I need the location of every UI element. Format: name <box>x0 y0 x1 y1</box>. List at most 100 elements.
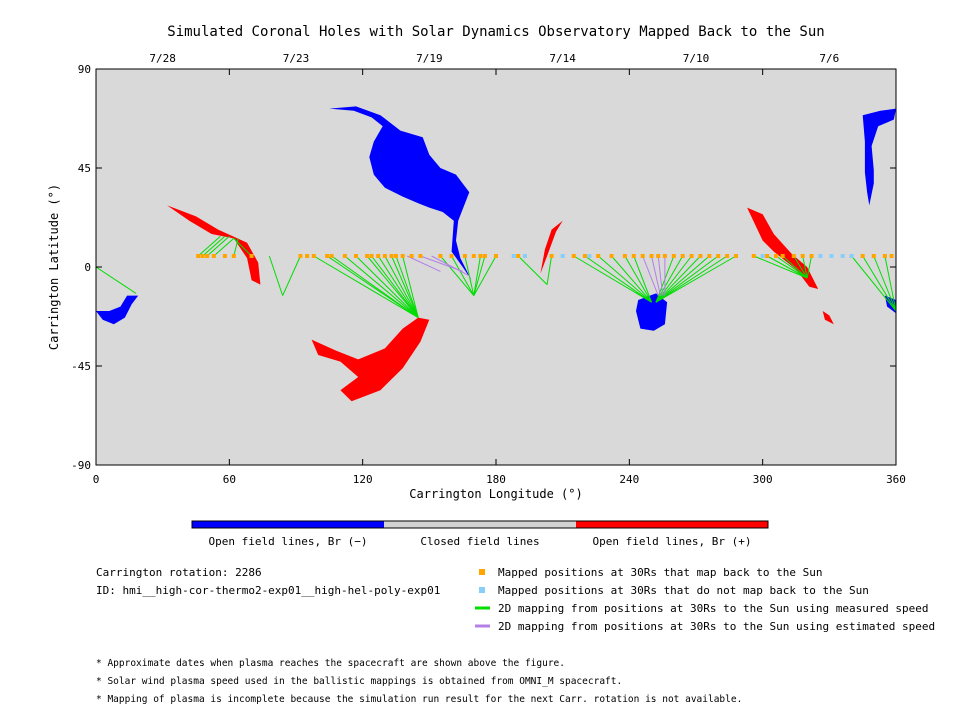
mapped-point <box>376 254 381 258</box>
mapped-point <box>205 254 210 258</box>
coronal-hole-positive-9 <box>822 311 834 325</box>
date-tick-label: 7/23 <box>283 52 310 65</box>
measured-mapping-line <box>202 235 226 257</box>
mapped-point <box>774 254 778 258</box>
measured-mapping-line <box>584 255 652 303</box>
mapped-point <box>860 254 865 258</box>
measured-mapping-line <box>546 255 553 285</box>
coronal-hole-positive-5 <box>167 205 261 285</box>
measured-mapping-line <box>391 255 419 318</box>
colorbar-segment <box>576 521 768 528</box>
x-axis-ticks: 0 60 120 180 240 300 360 <box>93 69 906 486</box>
mapped-point <box>418 254 423 258</box>
estimated-mapping-lines <box>406 255 666 296</box>
footnote: * Solar wind plasma speed used in the ba… <box>96 676 622 687</box>
colorbar: Open field lines, Br (−) Closed field lin… <box>191 520 769 548</box>
coronal-hole-positive-7 <box>540 220 563 274</box>
mapped-point <box>305 254 310 258</box>
mapped-point <box>249 254 254 258</box>
measured-mapping-line <box>624 255 652 303</box>
unmapped-point <box>818 254 823 258</box>
x-tick-label: 0 <box>93 473 100 486</box>
measured-mapping-line <box>851 255 897 312</box>
measured-mapping-line <box>473 255 486 296</box>
mapped-point <box>200 254 205 258</box>
estimated-mapping-line <box>406 255 441 272</box>
legend-label: Mapped positions at 30Rs that map back t… <box>498 566 823 579</box>
measured-mapping-line <box>213 238 235 257</box>
mapped-point <box>400 254 405 258</box>
mapped-point <box>342 254 347 258</box>
y-tick-label: 90 <box>78 63 91 76</box>
mapped-point <box>622 254 627 258</box>
measured-mapping-line <box>206 235 230 257</box>
x-axis-label: Carrington Longitude (°) <box>409 487 582 501</box>
measured-mapping-line <box>395 255 419 318</box>
measured-mapping-line <box>473 255 481 296</box>
footnote: * Mapping of plasma is incomplete becaus… <box>96 694 742 705</box>
footnote: * Approximate dates when plasma reaches … <box>96 658 565 669</box>
measured-mapping-line <box>197 235 221 257</box>
measured-mapping-line <box>782 255 808 279</box>
mapped-point <box>656 254 661 258</box>
coronal-hole-negative-2 <box>636 293 668 331</box>
mapped-point <box>311 254 316 258</box>
mapped-point <box>882 254 887 258</box>
mapped-point <box>671 254 676 258</box>
y-tick-label: -90 <box>71 459 91 472</box>
x-tick-label: 360 <box>886 473 906 486</box>
mapped-point <box>596 254 601 258</box>
mapped-point <box>871 254 876 258</box>
carrington-rotation: Carrington rotation: 2286 <box>96 566 262 579</box>
mapped-point <box>698 254 703 258</box>
mapped-point <box>478 254 483 258</box>
mapped-point <box>680 254 685 258</box>
mapped-point <box>471 254 476 258</box>
measured-mapping-line <box>873 255 897 312</box>
x-tick-label: 300 <box>753 473 773 486</box>
colorbar-segment <box>384 521 576 528</box>
mapped-point <box>369 254 374 258</box>
mapped-point <box>725 254 730 258</box>
colorbar-segment <box>192 521 384 528</box>
top-date-axis: 7/28 7/23 7/19 7/14 7/10 7/6 <box>149 52 839 65</box>
measured-mapping-line <box>597 255 652 303</box>
coronal-hole-negative-0 <box>96 295 139 325</box>
measured-mapping-line <box>884 255 897 312</box>
measured-mapping-line <box>233 238 239 257</box>
mapped-point <box>494 254 498 258</box>
measured-mapping-line <box>402 255 419 318</box>
chart-title: Simulated Coronal Holes with Solar Dynam… <box>167 24 824 40</box>
date-tick-label: 7/19 <box>416 52 443 65</box>
y-tick-label: 0 <box>84 261 91 274</box>
mapped-point <box>222 254 227 258</box>
measured-mapping-line <box>384 255 419 318</box>
coronal-hole-negative-1 <box>329 106 479 294</box>
unmapped-point <box>587 254 592 258</box>
measured-mapping-line <box>862 255 897 312</box>
x-tick-label: 240 <box>619 473 639 486</box>
colorbar-label: Open field lines, Br (+) <box>593 535 752 548</box>
mapped-point <box>800 254 805 258</box>
mapped-point <box>809 254 814 258</box>
y-tick-label: 45 <box>78 162 91 175</box>
measured-mapping-line <box>473 255 497 296</box>
coronal-holes <box>96 106 896 402</box>
measured-mapping-line <box>766 255 808 279</box>
mapped-point <box>329 254 334 258</box>
measured-mapping-line <box>331 255 419 319</box>
unmapped-point <box>511 254 516 258</box>
measured-mapping-line <box>371 255 419 318</box>
mapped-point <box>354 254 358 258</box>
mapped-point <box>716 254 721 258</box>
colorbar-label: Open field lines, Br (−) <box>209 535 368 548</box>
mapped-point <box>409 254 414 258</box>
x-tick-label: 180 <box>486 473 506 486</box>
unmapped-point <box>560 254 565 258</box>
measured-mapping-line <box>655 255 692 303</box>
mapped-point <box>640 254 645 258</box>
measured-mapping-line <box>655 255 737 303</box>
y-axis-ticks: -90 -45 0 45 90 <box>71 63 896 472</box>
mapped-point <box>438 254 443 258</box>
